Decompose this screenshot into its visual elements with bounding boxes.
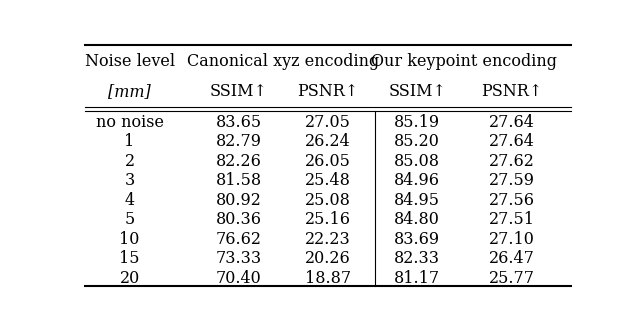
Text: 27.05: 27.05 <box>305 114 351 131</box>
Text: 84.80: 84.80 <box>394 211 440 228</box>
Text: 85.20: 85.20 <box>394 133 440 150</box>
Text: 25.77: 25.77 <box>488 270 534 287</box>
Text: 10: 10 <box>120 231 140 248</box>
Text: 84.95: 84.95 <box>394 192 440 209</box>
Text: Noise level: Noise level <box>84 53 175 70</box>
Text: Canonical xyz encoding: Canonical xyz encoding <box>188 53 380 70</box>
Text: 27.59: 27.59 <box>488 172 534 190</box>
Text: PSNR↑: PSNR↑ <box>481 83 542 100</box>
Text: 76.62: 76.62 <box>216 231 262 248</box>
Text: [mm]: [mm] <box>108 83 151 100</box>
Text: 70.40: 70.40 <box>216 270 262 287</box>
Text: 3: 3 <box>124 172 135 190</box>
Text: 25.48: 25.48 <box>305 172 351 190</box>
Text: PSNR↑: PSNR↑ <box>298 83 358 100</box>
Text: 82.79: 82.79 <box>216 133 262 150</box>
Text: 20: 20 <box>120 270 140 287</box>
Text: 15: 15 <box>119 250 140 267</box>
Text: 81.17: 81.17 <box>394 270 440 287</box>
Text: SSIM↑: SSIM↑ <box>210 83 268 100</box>
Text: 1: 1 <box>124 133 135 150</box>
Text: 82.26: 82.26 <box>216 153 262 170</box>
Text: 20.26: 20.26 <box>305 250 351 267</box>
Text: 26.24: 26.24 <box>305 133 351 150</box>
Text: 27.64: 27.64 <box>488 114 534 131</box>
Text: 5: 5 <box>124 211 135 228</box>
Text: 80.36: 80.36 <box>216 211 262 228</box>
Text: 73.33: 73.33 <box>216 250 262 267</box>
Text: 27.56: 27.56 <box>488 192 534 209</box>
Text: 81.58: 81.58 <box>216 172 262 190</box>
Text: no noise: no noise <box>95 114 164 131</box>
Text: 82.33: 82.33 <box>394 250 440 267</box>
Text: 18.87: 18.87 <box>305 270 351 287</box>
Text: 2: 2 <box>125 153 134 170</box>
Text: SSIM↑: SSIM↑ <box>388 83 446 100</box>
Text: 27.64: 27.64 <box>488 133 534 150</box>
Text: 4: 4 <box>125 192 134 209</box>
Text: 26.05: 26.05 <box>305 153 351 170</box>
Text: 80.92: 80.92 <box>216 192 262 209</box>
Text: 83.69: 83.69 <box>394 231 440 248</box>
Text: 85.19: 85.19 <box>394 114 440 131</box>
Text: 27.62: 27.62 <box>488 153 534 170</box>
Text: 83.65: 83.65 <box>216 114 262 131</box>
Text: 25.16: 25.16 <box>305 211 351 228</box>
Text: Our keypoint encoding: Our keypoint encoding <box>371 53 557 70</box>
Text: 25.08: 25.08 <box>305 192 351 209</box>
Text: 85.08: 85.08 <box>394 153 440 170</box>
Text: 22.23: 22.23 <box>305 231 351 248</box>
Text: 84.96: 84.96 <box>394 172 440 190</box>
Text: 26.47: 26.47 <box>488 250 534 267</box>
Text: 27.10: 27.10 <box>488 231 534 248</box>
Text: 27.51: 27.51 <box>488 211 534 228</box>
